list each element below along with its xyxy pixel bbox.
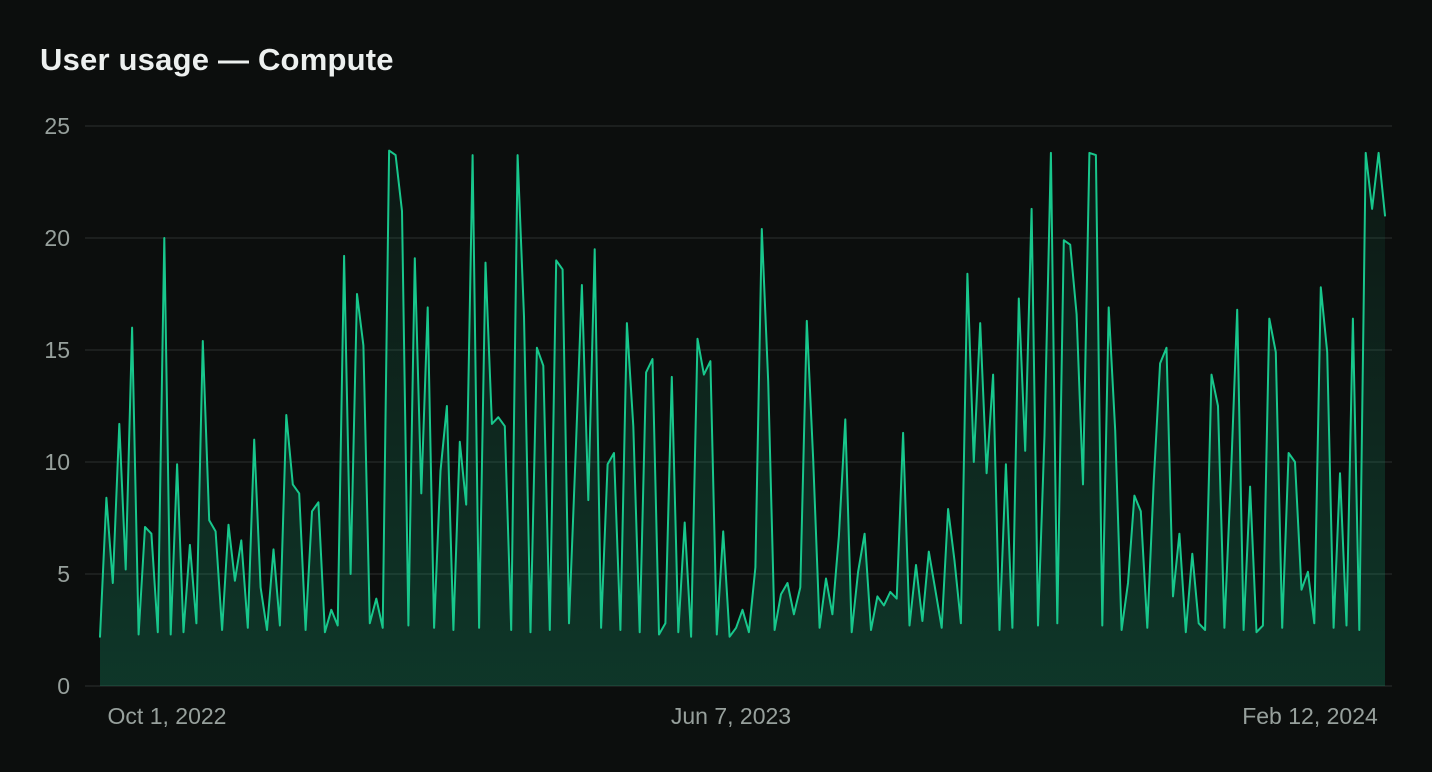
- chart-title: User usage — Compute: [40, 42, 394, 77]
- x-tick-label: Oct 1, 2022: [107, 703, 227, 729]
- y-tick-label: 0: [57, 673, 70, 699]
- series-line: [99, 149, 1386, 638]
- y-tick-label: 15: [44, 337, 70, 363]
- y-tick-label: 20: [44, 225, 70, 251]
- y-tick-label: 10: [44, 449, 70, 475]
- y-tick-label: 25: [44, 113, 70, 139]
- series-area-fill: [100, 150, 1385, 687]
- x-tick-label: Jun 7, 2023: [670, 703, 792, 729]
- y-tick-label: 5: [57, 561, 70, 587]
- x-tick-label: Feb 12, 2024: [1242, 703, 1378, 729]
